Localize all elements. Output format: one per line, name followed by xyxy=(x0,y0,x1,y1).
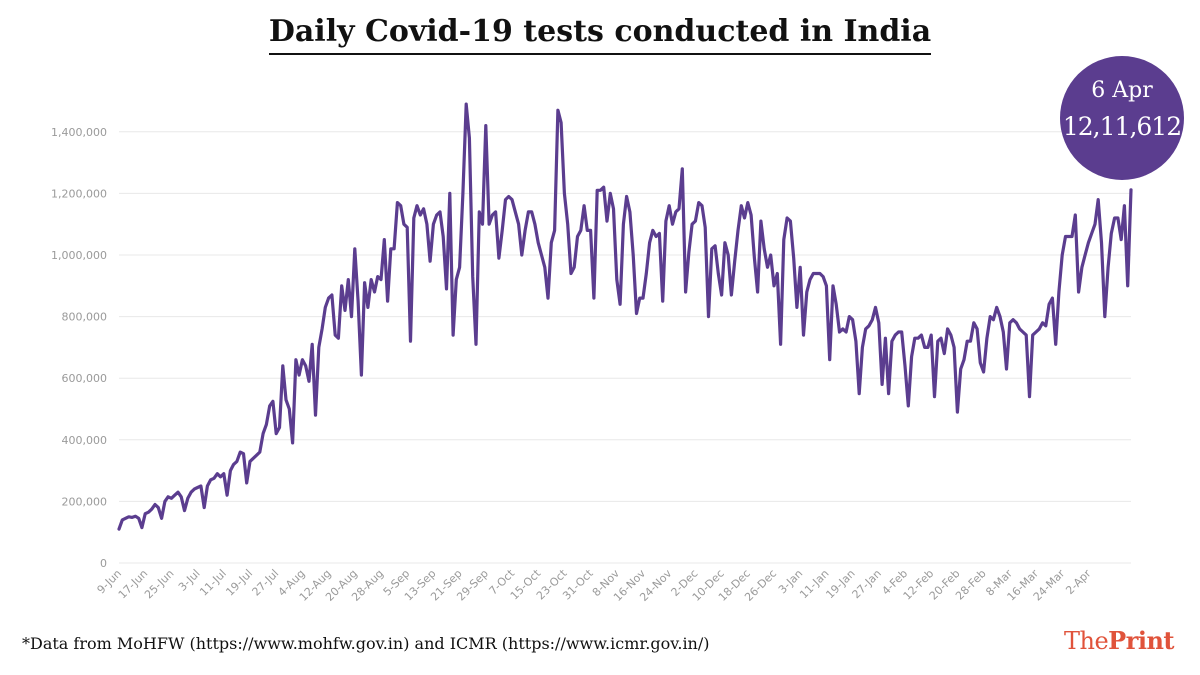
x-tick-label: 2-Apr xyxy=(1063,567,1094,598)
theprint-logo: ThePrint xyxy=(1063,626,1175,655)
callout-date: 6 Apr xyxy=(1091,78,1153,103)
x-tick-label: 27-Jan xyxy=(850,567,884,601)
logo-part-the: The xyxy=(1063,627,1109,655)
y-tick-label: 600,000 xyxy=(62,372,108,385)
chart-title: Daily Covid-19 tests conducted in India xyxy=(0,14,1200,55)
x-tick-label: 11-Jul xyxy=(197,567,229,599)
y-tick-label: 800,000 xyxy=(62,311,108,324)
x-tick-label: 31-Oct xyxy=(560,566,596,602)
y-axis-ticks: 0 200,000 400,000 600,000 800,000 1,000,000 1,… xyxy=(51,126,107,570)
y-tick-label: 1,200,000 xyxy=(51,187,107,200)
y-tick-label: 200,000 xyxy=(62,495,108,508)
series-line-daily-tests xyxy=(117,102,1133,531)
y-tick-label: 1,400,000 xyxy=(51,126,107,139)
gridlines xyxy=(119,131,1131,564)
callout-value: 12,11,612 xyxy=(1062,112,1182,141)
y-tick-label: 400,000 xyxy=(62,434,108,447)
latest-value-callout: 6 Apr 12,11,612 xyxy=(1060,56,1184,180)
y-tick-label: 1,000,000 xyxy=(51,249,107,262)
y-tick-label: 0 xyxy=(100,557,107,570)
x-tick-label: 27-Jul xyxy=(250,567,282,599)
x-tick-label: 25-Jun xyxy=(142,567,177,602)
x-tick-label: 19-Jul xyxy=(223,567,255,599)
logo-part-print: Print xyxy=(1108,626,1174,655)
source-note: *Data from MoHFW (https://www.mohfw.gov.… xyxy=(22,634,710,653)
